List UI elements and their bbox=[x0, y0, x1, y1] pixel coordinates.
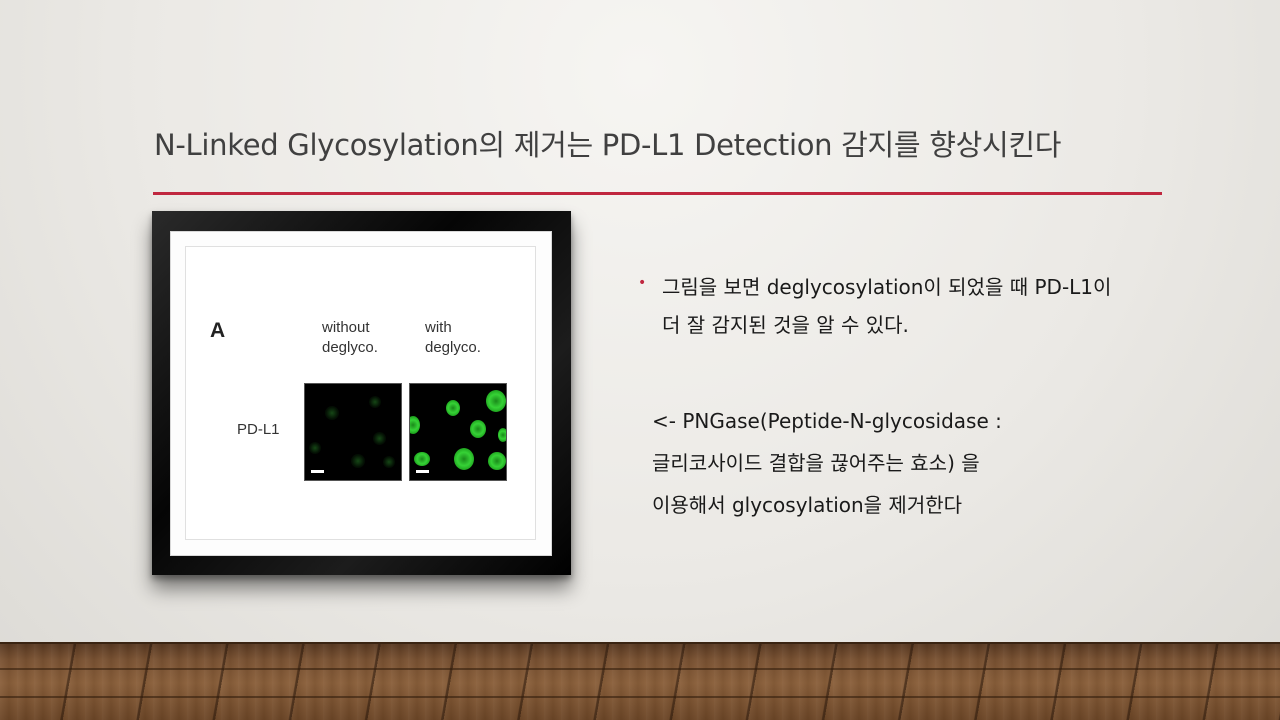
note-line-1: <- PNGase(Peptide-N-glycosidase : bbox=[652, 409, 1002, 433]
column-label-with: with deglyco. bbox=[425, 318, 481, 358]
picture-mat: A without deglyco. with deglyco. PD-L1 bbox=[170, 231, 552, 556]
cell bbox=[369, 396, 381, 408]
row-label-pdl1: PD-L1 bbox=[237, 421, 280, 438]
column-label-without-line2: deglyco. bbox=[322, 339, 378, 356]
column-label-with-line1: with bbox=[425, 319, 452, 336]
micrograph-without-deglyco bbox=[304, 383, 402, 481]
column-label-without: without deglyco. bbox=[322, 318, 378, 358]
cell bbox=[373, 432, 386, 445]
column-label-with-line2: deglyco. bbox=[425, 339, 481, 356]
column-label-without-line1: without bbox=[322, 319, 370, 336]
cell bbox=[446, 400, 460, 416]
floor-plank-seam bbox=[0, 696, 1280, 698]
cell bbox=[498, 428, 506, 442]
figure-panel: A without deglyco. with deglyco. PD-L1 bbox=[204, 313, 519, 485]
figure-image: A without deglyco. with deglyco. PD-L1 bbox=[185, 246, 536, 540]
cell bbox=[410, 416, 420, 434]
figure-panel-letter: A bbox=[210, 319, 226, 342]
cell bbox=[470, 420, 486, 438]
bullet-text: 그림을 보면 deglycosylation이 되었을 때 PD-L1이 더 잘… bbox=[662, 275, 1112, 337]
cell bbox=[325, 406, 339, 420]
cell bbox=[454, 448, 474, 470]
note-line-2: 글리코사이드 결합을 끊어주는 효소) 을 bbox=[652, 451, 980, 475]
cell bbox=[351, 454, 365, 468]
wooden-floor bbox=[0, 642, 1280, 720]
floor-plank-seam bbox=[0, 668, 1280, 670]
note-line-3: 이용해서 glycosylation을 제거한다 bbox=[652, 493, 963, 517]
title-underline bbox=[153, 192, 1162, 195]
cell bbox=[383, 456, 395, 468]
scale-bar bbox=[311, 470, 324, 473]
micrograph-with-deglyco bbox=[409, 383, 507, 481]
picture-frame: A without deglyco. with deglyco. PD-L1 bbox=[152, 211, 571, 575]
cell bbox=[486, 390, 506, 412]
bullet-dot-icon: • bbox=[638, 275, 647, 291]
note-text: <- PNGase(Peptide-N-glycosidase : 글리코사이드… bbox=[652, 400, 1172, 526]
cell bbox=[309, 442, 321, 454]
cell bbox=[488, 452, 506, 470]
cell bbox=[414, 452, 430, 466]
scale-bar bbox=[416, 470, 429, 473]
slide-title: N-Linked Glycosylation의 제거는 PD-L1 Detect… bbox=[154, 128, 1062, 162]
